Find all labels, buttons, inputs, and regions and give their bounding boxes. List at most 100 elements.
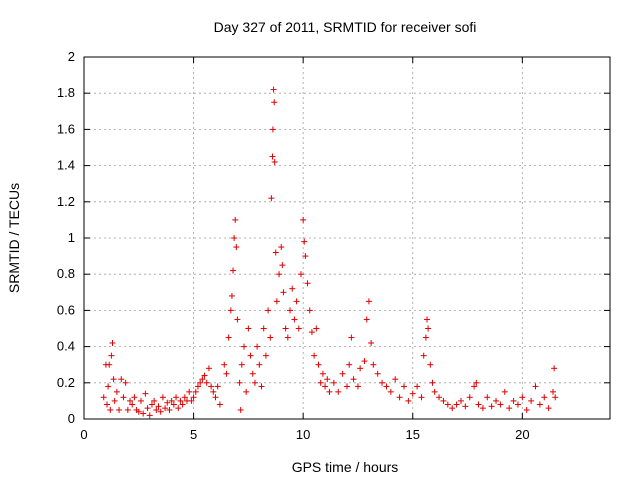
- data-point: [230, 267, 237, 274]
- data-point: [124, 406, 131, 413]
- data-point: [192, 388, 199, 395]
- data-point: [249, 370, 256, 377]
- data-point: [201, 372, 208, 379]
- data-point: [254, 343, 261, 350]
- data-point: [528, 397, 535, 404]
- data-point: [306, 307, 313, 314]
- x-axis-label: GPS time / hours: [292, 459, 399, 475]
- data-point: [493, 397, 500, 404]
- data-point: [284, 334, 291, 341]
- data-point: [223, 370, 230, 377]
- data-point: [313, 325, 320, 332]
- data-point: [208, 383, 215, 390]
- data-point: [236, 379, 243, 386]
- data-point: [335, 388, 342, 395]
- y-tick-label: 1.2: [57, 194, 75, 209]
- data-point: [279, 262, 286, 269]
- data-point: [168, 397, 175, 404]
- data-point: [151, 397, 158, 404]
- data-point: [269, 126, 276, 133]
- data-point: [135, 408, 142, 415]
- data-point: [361, 358, 368, 365]
- data-point: [551, 365, 558, 372]
- data-point: [374, 370, 381, 377]
- data-point: [194, 383, 201, 390]
- data-point: [116, 406, 123, 413]
- data-point: [271, 99, 278, 106]
- data-point: [346, 361, 353, 368]
- data-point: [484, 394, 491, 401]
- chart-title: Day 327 of 2011, SRMTID for receiver sof…: [214, 19, 477, 35]
- data-point: [233, 244, 240, 251]
- data-point: [238, 361, 245, 368]
- data-point: [420, 352, 427, 359]
- data-point: [105, 383, 112, 390]
- x-tick-label: 20: [515, 427, 529, 442]
- data-point: [423, 316, 430, 323]
- data-point: [541, 394, 548, 401]
- data-point: [422, 334, 429, 341]
- data-point: [330, 379, 337, 386]
- data-point: [110, 376, 117, 383]
- data-point: [365, 298, 372, 305]
- data-point: [552, 394, 559, 401]
- data-point: [146, 412, 153, 419]
- data-point: [243, 388, 250, 395]
- data-point: [164, 399, 171, 406]
- data-point: [510, 397, 517, 404]
- data-points: [100, 86, 559, 419]
- data-point: [429, 379, 436, 386]
- data-point: [282, 325, 289, 332]
- data-point: [118, 376, 125, 383]
- data-point: [216, 401, 223, 408]
- data-point: [425, 325, 432, 332]
- data-point: [214, 383, 221, 390]
- data-point: [475, 401, 482, 408]
- data-point: [479, 405, 486, 412]
- data-point: [245, 325, 252, 332]
- data-point: [304, 280, 311, 287]
- data-point: [322, 383, 329, 390]
- data-point: [523, 406, 530, 413]
- grid: [84, 57, 610, 419]
- data-point: [225, 334, 232, 341]
- x-tick-label: 0: [80, 427, 87, 442]
- data-point: [344, 383, 350, 390]
- data-point: [379, 379, 386, 386]
- data-point: [173, 394, 180, 401]
- x-tick-label: 15: [406, 427, 420, 442]
- data-point: [153, 406, 160, 413]
- data-point: [188, 397, 195, 404]
- data-point: [339, 370, 346, 377]
- data-point: [317, 379, 324, 386]
- data-point: [221, 361, 228, 368]
- data-point: [175, 405, 182, 412]
- data-point: [396, 394, 403, 401]
- data-point: [100, 394, 107, 401]
- data-point: [319, 370, 326, 377]
- data-point: [289, 285, 296, 292]
- data-point: [536, 401, 543, 408]
- data-point: [129, 401, 136, 408]
- data-point: [247, 352, 254, 359]
- data-point: [157, 408, 164, 415]
- data-point: [473, 379, 480, 386]
- data-point: [457, 397, 464, 404]
- data-point: [227, 307, 234, 314]
- data-point: [113, 388, 120, 395]
- data-point: [144, 405, 151, 412]
- data-point: [170, 401, 177, 408]
- data-point: [436, 394, 443, 401]
- data-point: [497, 401, 504, 408]
- data-point: [272, 249, 279, 256]
- y-tick-label: 0.2: [57, 375, 75, 390]
- data-point: [291, 316, 298, 323]
- data-point: [550, 388, 557, 395]
- data-point: [418, 394, 425, 401]
- data-point: [519, 394, 526, 401]
- y-tick-label: 2: [68, 49, 75, 64]
- data-point: [262, 352, 269, 359]
- x-tick-label: 10: [296, 427, 310, 442]
- data-point: [440, 397, 447, 404]
